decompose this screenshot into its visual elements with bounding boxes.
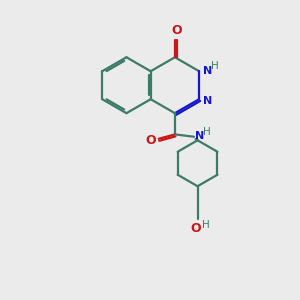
Text: H: H xyxy=(203,127,211,137)
Text: O: O xyxy=(146,134,156,147)
Text: H: H xyxy=(202,220,210,230)
Text: O: O xyxy=(190,221,200,235)
Text: N: N xyxy=(203,96,212,106)
Text: O: O xyxy=(171,24,182,37)
Text: N: N xyxy=(203,66,212,76)
Text: H: H xyxy=(212,61,219,71)
Text: N: N xyxy=(195,131,204,141)
